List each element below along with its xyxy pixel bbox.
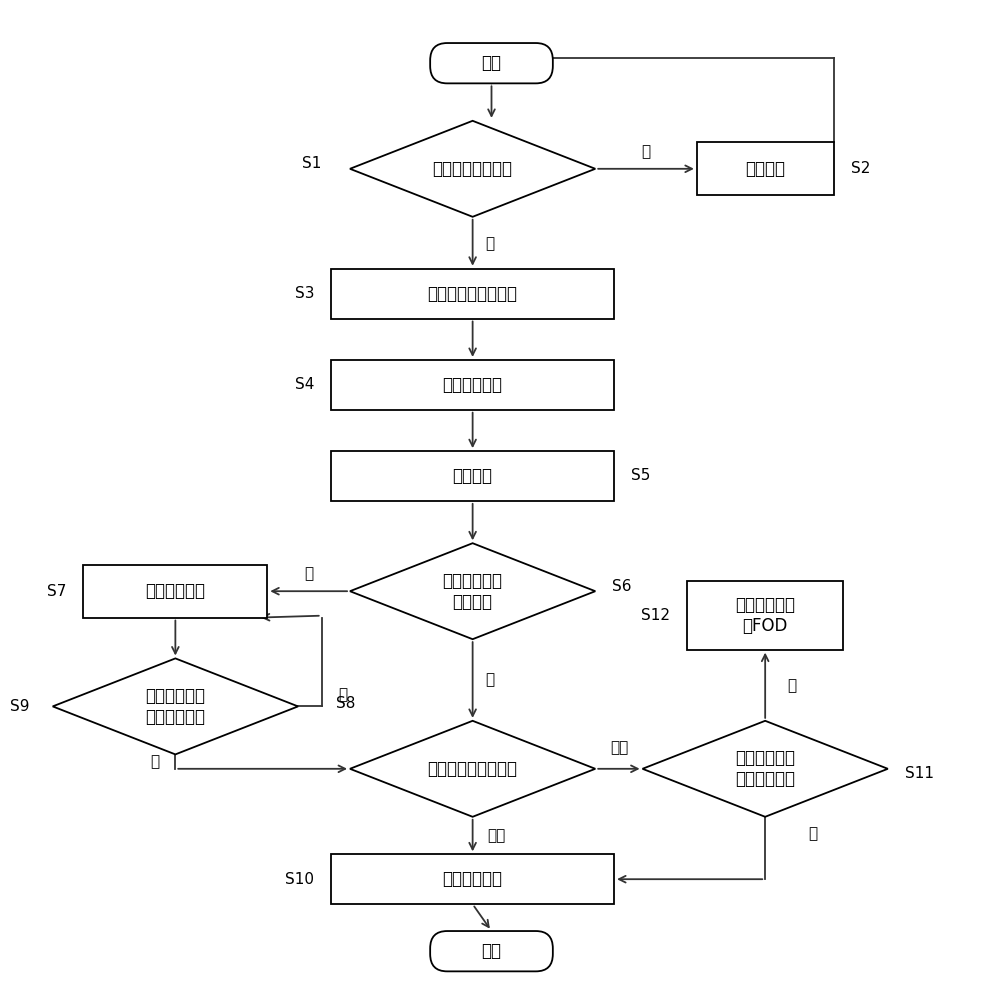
Text: S11: S11	[904, 766, 934, 781]
Text: 发出放行指令: 发出放行指令	[442, 870, 502, 888]
Text: 结束: 结束	[482, 942, 501, 960]
Text: 图片拼接: 图片拼接	[452, 467, 492, 485]
Text: 是: 是	[304, 566, 314, 581]
Text: 判断是否存在
可疑物品: 判断是否存在 可疑物品	[442, 572, 502, 611]
Text: S4: S4	[295, 377, 315, 392]
Polygon shape	[643, 721, 888, 817]
Text: 判断可疑物品
是否完全排除: 判断可疑物品 是否完全排除	[145, 687, 205, 726]
Text: 判断系统是否启动: 判断系统是否启动	[433, 160, 512, 178]
Text: 开始: 开始	[482, 54, 501, 72]
Bar	[331, 269, 614, 319]
Text: S8: S8	[335, 696, 355, 711]
Polygon shape	[53, 658, 298, 754]
Polygon shape	[350, 543, 596, 639]
Bar	[687, 581, 843, 650]
Text: 判断底盘是否
存在零件丢失: 判断底盘是否 存在零件丢失	[735, 749, 795, 788]
Text: 系统空闲: 系统空闲	[745, 160, 785, 178]
Polygon shape	[350, 121, 596, 217]
Bar	[331, 451, 614, 501]
FancyBboxPatch shape	[431, 931, 552, 971]
Text: 否: 否	[808, 827, 817, 842]
Text: S7: S7	[47, 584, 67, 599]
Text: 报警，人工处
理FOD: 报警，人工处 理FOD	[735, 596, 795, 635]
Text: S6: S6	[612, 579, 632, 594]
Bar	[331, 854, 614, 904]
Text: 进场: 进场	[488, 828, 505, 843]
Text: S10: S10	[285, 872, 315, 887]
Text: S3: S3	[295, 286, 315, 301]
Text: S2: S2	[850, 161, 870, 176]
Text: 判断是进场还是离场: 判断是进场还是离场	[428, 760, 518, 778]
Bar	[331, 360, 614, 410]
Text: 用户指定检测起始点: 用户指定检测起始点	[428, 285, 518, 303]
Bar	[84, 565, 267, 618]
Text: 是: 是	[150, 754, 159, 769]
Text: 是: 是	[485, 236, 494, 251]
Text: 否: 否	[642, 144, 651, 159]
Text: S9: S9	[10, 699, 29, 714]
Text: 离场: 离场	[609, 740, 628, 755]
Text: 否: 否	[485, 672, 494, 688]
Bar	[697, 142, 834, 195]
Text: 排除可疑物品: 排除可疑物品	[145, 582, 205, 600]
Polygon shape	[350, 721, 596, 817]
Text: 是: 是	[787, 678, 796, 693]
Text: S1: S1	[302, 156, 321, 172]
Text: 否: 否	[338, 687, 347, 702]
Text: S5: S5	[631, 468, 651, 484]
Text: S12: S12	[641, 608, 670, 623]
FancyBboxPatch shape	[431, 43, 552, 83]
Text: 开始全景检测: 开始全景检测	[442, 376, 502, 394]
